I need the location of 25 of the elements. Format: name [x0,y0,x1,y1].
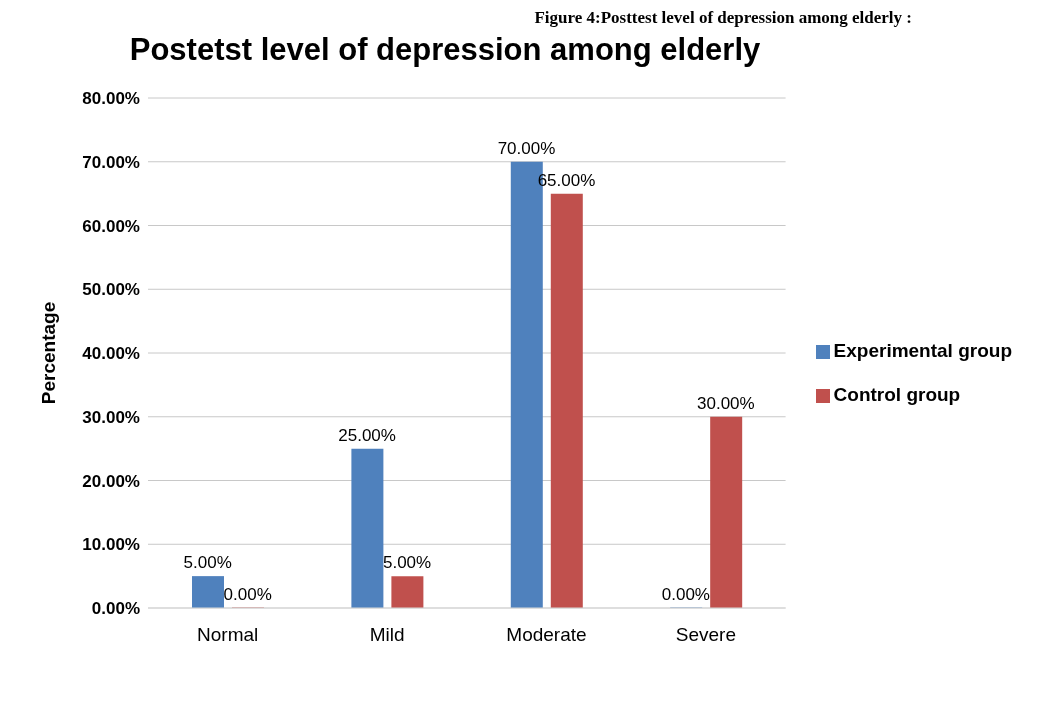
y-tick-label: 60.00% [82,216,140,236]
caption: Figure 4:Posttest level of depression among elderly : [534,8,912,27]
data-label: 25.00% [338,425,396,445]
data-label: 30.00% [697,393,755,413]
y-tick-label: 50.00% [82,280,140,300]
x-tick-label: Severe [675,624,736,646]
y-tick-label: 30.00% [82,407,140,427]
data-label: 5.00% [183,553,232,573]
chart-title: Postetst level of depression among elderly [128,32,762,68]
y-tick-label: 0.00% [91,599,140,619]
data-label: 0.00% [223,585,272,604]
x-tick-label: Mild [369,624,405,646]
y-axis-title: Percentage [37,301,59,405]
y-tick-label: 40.00% [82,344,140,364]
x-tick-label: Moderate [506,624,587,646]
x-tick-label: Normal [197,624,259,646]
legend-label: Control group [833,384,961,405]
legend-label: Experimental group [833,340,1012,361]
data-label: 70.00% [497,138,556,158]
y-tick-label: 70.00% [82,152,140,172]
y-tick-label: 10.00% [82,535,140,555]
data-label: 5.00% [382,553,432,573]
y-tick-label: 80.00% [82,89,140,109]
data-label: 0.00% [661,585,710,604]
y-tick-label: 20.00% [82,471,140,491]
